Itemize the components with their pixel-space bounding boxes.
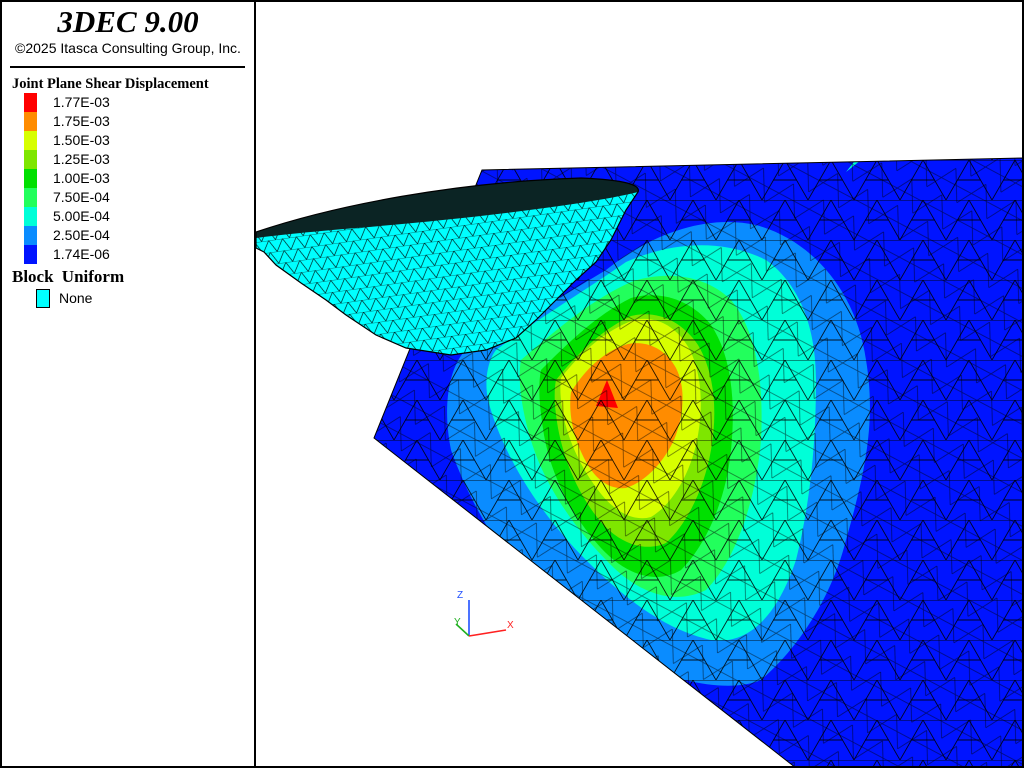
legend-label: 1.00E-03 (53, 170, 110, 186)
legend-swatch (24, 207, 37, 226)
x-axis-line (468, 629, 507, 637)
block-legend-label: None (59, 290, 93, 306)
legend-label: 2.50E-04 (53, 227, 110, 243)
legend-label: 1.75E-03 (53, 113, 110, 129)
block-legend-swatch (36, 289, 50, 308)
axis-triad: Z Y X (454, 590, 514, 637)
x-axis-label: X (507, 620, 514, 631)
joint-plane-outline (373, 157, 1024, 768)
legend-label: 7.50E-04 (53, 189, 110, 205)
contour-legend-title: Joint Plane Shear Displacement (12, 76, 209, 92)
block-legend-title: Block Uniform (12, 267, 125, 286)
legend-swatch (24, 169, 37, 188)
y-axis-line (455, 623, 470, 637)
legend-swatch (24, 112, 37, 131)
legend-panel: 3DEC 9.00 ©2025 Itasca Consulting Group,… (0, 0, 256, 768)
legend-swatch (24, 93, 37, 112)
block-top-face (256, 178, 639, 238)
legend-swatch (24, 131, 37, 150)
y-axis-label: Y (454, 617, 461, 628)
legend-label: 1.77E-03 (53, 94, 110, 110)
legend-label: 5.00E-04 (53, 208, 110, 224)
legend-swatch (24, 188, 37, 207)
block-body (256, 177, 639, 356)
z-axis-label: Z (457, 590, 463, 601)
legend-label: 1.50E-03 (53, 132, 110, 148)
legend-swatch (24, 150, 37, 169)
legend-label: 1.74E-06 (53, 246, 110, 262)
copyright-text: ©2025 Itasca Consulting Group, Inc. (15, 40, 241, 56)
header-divider (10, 66, 245, 68)
legend-label: 1.25E-03 (53, 151, 110, 167)
app-title: 3DEC 9.00 (57, 4, 199, 39)
legend-swatch (24, 226, 37, 245)
model-render[interactable]: Z Y X (256, 0, 1024, 768)
block-outline (256, 177, 639, 356)
legend-swatch (24, 245, 37, 264)
model-viewport[interactable]: Z Y X (256, 0, 1024, 768)
